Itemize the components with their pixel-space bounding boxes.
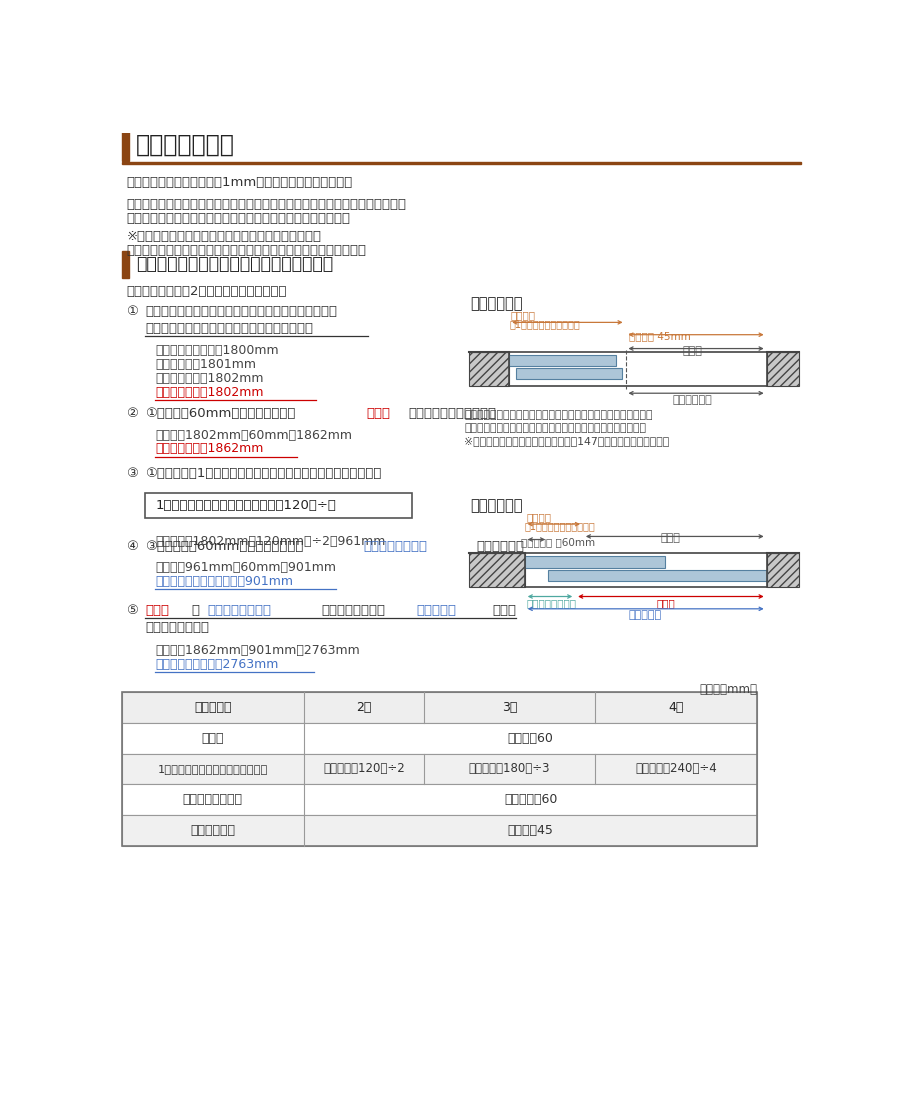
Text: 袖壁寸法－60: 袖壁寸法－60 [504, 793, 557, 807]
Text: 1枚あたりのパネル幅＝（開口幅＋120）÷２: 1枚あたりのパネル幅＝（開口幅＋120）÷２ [155, 500, 336, 513]
Text: 全閉したとき: 全閉したとき [471, 497, 523, 513]
Bar [767, 553, 799, 587]
Text: サイズの測り方: サイズの測り方 [136, 133, 235, 157]
Text: として: として [492, 604, 517, 617]
Text: 袖壁寸法: 袖壁寸法 [511, 310, 536, 320]
Bar [509, 355, 617, 367]
Text: 開口幅＝1802mm: 開口幅＝1802mm [155, 386, 264, 399]
Text: 開口幅＋60: 開口幅＋60 [508, 731, 554, 745]
Text: 製品幅: 製品幅 [145, 604, 169, 617]
Text: 格納したとき: 格納したとき [471, 296, 523, 311]
Text: になります。: になります。 [477, 540, 525, 553]
Bar [525, 556, 665, 568]
Text: 引き残しはなく、有効開口寸法は開口幅と同じになります。: 引き残しはなく、有効開口寸法は開口幅と同じになります。 [464, 423, 646, 433]
Text: ＊以下は、パネル2枚時の手順になります。: ＊以下は、パネル2枚時の手順になります。 [126, 286, 287, 298]
Bar [122, 753, 757, 784]
Text: ①の寸法に60mmを足した寸法を、: ①の寸法に60mmを足した寸法を、 [145, 407, 295, 420]
Text: （1枚あたりのパネル幅）: （1枚あたりのパネル幅） [525, 521, 596, 531]
Text: ③の寸法から60mmを引いた寸法が、: ③の寸法から60mmを引いた寸法が、 [145, 540, 303, 553]
Text: 製品幅: 製品幅 [366, 407, 390, 420]
Text: 開口の取付け面、床面、中央部の幅３ヵ所を測定し、: 開口の取付け面、床面、中央部の幅３ヵ所を測定し、 [145, 306, 337, 318]
Text: （1枚あたりのパネル幅）: （1枚あたりのパネル幅） [509, 319, 580, 329]
Bar [469, 553, 525, 587]
Text: 【単位：mm】: 【単位：mm】 [699, 683, 757, 696]
Text: 以下の手順で、製品幅・レール寸法・レール伸ばし寸法を算出してください。: 以下の手順で、製品幅・レール寸法・レール伸ばし寸法を算出してください。 [126, 197, 407, 211]
Text: （開口幅＋120）÷2: （開口幅＋120）÷2 [323, 762, 405, 776]
Text: ①の寸法から1枚あたりのパネル幅（袖壁寸法）を算出します。: ①の寸法から1枚あたりのパネル幅（袖壁寸法）を算出します。 [145, 468, 382, 480]
Text: を足した寸法を、: を足した寸法を、 [322, 604, 386, 617]
Text: 開口幅: 開口幅 [682, 346, 702, 357]
Text: 有効開口寸法: 有効開口寸法 [191, 824, 236, 837]
Text: 4枚: 4枚 [668, 701, 684, 714]
Text: （例）　1802mm＋60mm＝1862mm: （例） 1802mm＋60mm＝1862mm [155, 429, 352, 442]
Text: ご注文の際は、「製品幅」と「レール寸法」をご指定ください。: ご注文の際は、「製品幅」と「レール寸法」をご指定ください。 [126, 244, 366, 257]
Text: レール寸法: レール寸法 [417, 604, 456, 617]
Bar [122, 692, 757, 722]
Text: 引き残し 45mm: 引き残し 45mm [629, 331, 690, 341]
Text: 袖壁寸法: 袖壁寸法 [526, 512, 552, 522]
Text: 製品幅: 製品幅 [202, 731, 224, 745]
Text: 製品幅＝1862mm: 製品幅＝1862mm [155, 442, 264, 455]
Text: レール伸ばし寸法: レール伸ばし寸法 [183, 793, 243, 807]
Text: 1枚あたりのパネル幅（袖壁寸法）: 1枚あたりのパネル幅（袖壁寸法） [158, 765, 268, 774]
Bar [122, 722, 757, 753]
Text: （例）　取付け面＝1800mm: （例） 取付け面＝1800mm [155, 343, 279, 357]
Bar [122, 129, 129, 161]
Text: と: と [192, 604, 200, 617]
Bar [122, 250, 129, 278]
Text: （例）　961mm－60mm＝901mm: （例） 961mm－60mm＝901mm [155, 561, 336, 574]
Text: ⑤: ⑤ [126, 604, 139, 617]
Text: 製品高さは製品ページの「サイズの測り方」をご覧ください。: 製品高さは製品ページの「サイズの測り方」をご覧ください。 [126, 212, 350, 225]
Text: ＊上記はノンレールの場合です。フラットガイドレールの場合、: ＊上記はノンレールの場合です。フラットガイドレールの場合、 [464, 410, 652, 420]
Text: パネル枚数: パネル枚数 [194, 701, 231, 714]
Bar [122, 692, 757, 847]
Text: 2枚: 2枚 [356, 701, 372, 714]
Bar [122, 162, 801, 164]
Text: その中で最も大きい寸法を、開口幅とします。: その中で最も大きい寸法を、開口幅とします。 [145, 321, 313, 335]
Text: ＊製品幅・製品高さとも、1mm単位での製作になります。: ＊製品幅・製品高さとも、1mm単位での製作になります。 [126, 176, 353, 189]
Text: （開口幅＋180）÷3: （開口幅＋180）÷3 [469, 762, 550, 776]
Text: 3枚: 3枚 [501, 701, 517, 714]
Text: ④: ④ [126, 540, 139, 553]
Text: 製品幅: 製品幅 [657, 598, 676, 608]
Text: ※パネルの納まりについて、詳しくは147ページをご覧ください。: ※パネルの納まりについて、詳しくは147ページをご覧ください。 [464, 437, 670, 447]
Text: （例）　1862mm＋901mm＝2763mm: （例） 1862mm＋901mm＝2763mm [155, 644, 360, 657]
Bar [469, 351, 509, 386]
Text: 重なりしろ 約60mm: 重なりしろ 約60mm [521, 537, 595, 547]
Text: ※「開口幅」をもとに「製品幅」などが決まります。: ※「開口幅」をもとに「製品幅」などが決まります。 [126, 230, 321, 243]
Text: レール伸ばし寸法＝901mm: レール伸ばし寸法＝901mm [155, 575, 293, 588]
Text: ご指定ください。: ご指定ください。 [145, 622, 209, 634]
Text: （例）　（1802mm＋120mm）÷2＝961mm: （例） （1802mm＋120mm）÷2＝961mm [155, 535, 385, 547]
Bar [122, 815, 757, 847]
Text: 有効開口寸法: 有効開口寸法 [673, 394, 713, 404]
Text: ②: ② [126, 407, 139, 420]
Text: ③: ③ [126, 468, 139, 480]
Text: レール伸ばし寸法: レール伸ばし寸法 [364, 540, 428, 553]
Text: 開口幅: 開口幅 [661, 533, 680, 543]
Text: レール寸法＝2763mm: レール寸法＝2763mm [155, 658, 278, 671]
Text: としてご指定ください。: としてご指定ください。 [409, 407, 497, 420]
Text: 中央部＝1802mm: 中央部＝1802mm [155, 371, 264, 384]
Text: ①: ① [126, 306, 139, 318]
Text: パネルの納まりが右勝手（左勝手）の場合: パネルの納まりが右勝手（左勝手）の場合 [136, 255, 333, 273]
Text: レール寸法: レール寸法 [628, 611, 662, 620]
Text: 床面＝1801mm: 床面＝1801mm [155, 358, 256, 371]
Bar [548, 570, 767, 581]
Bar [516, 368, 623, 379]
Bar [145, 493, 412, 517]
Bar [122, 784, 757, 815]
Text: レール伸ばし寸法: レール伸ばし寸法 [526, 598, 576, 608]
Text: レール伸ばし寸法: レール伸ばし寸法 [207, 604, 271, 617]
Bar [767, 351, 799, 386]
Text: 開口幅－45: 開口幅－45 [508, 824, 554, 837]
Text: （開口幅＋240）÷4: （開口幅＋240）÷4 [635, 762, 716, 776]
